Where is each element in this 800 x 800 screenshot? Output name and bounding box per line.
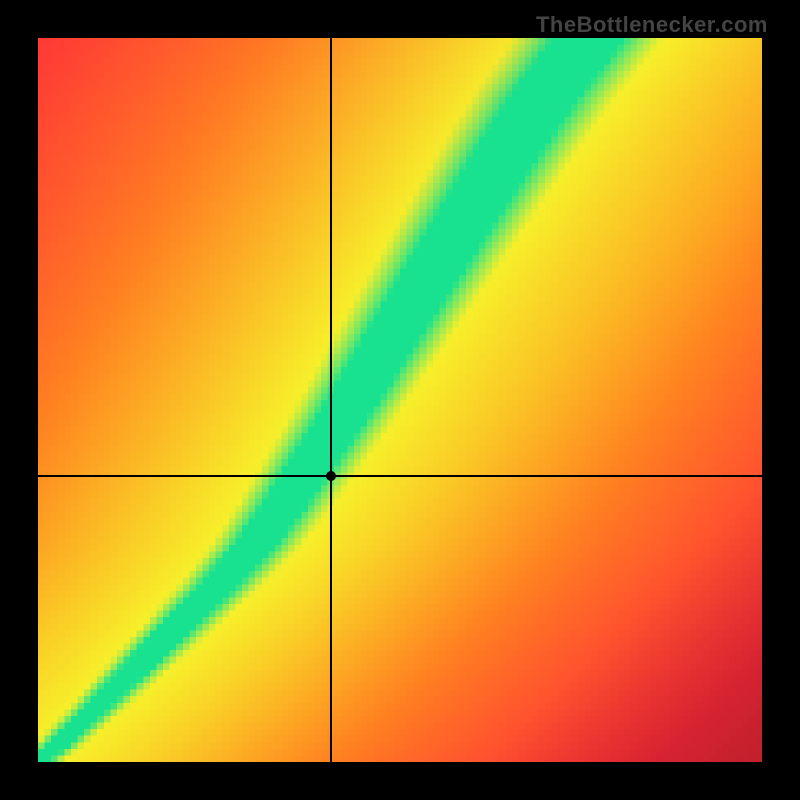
crosshair-vertical (330, 38, 332, 762)
chart-frame: TheBottlenecker.com (0, 0, 800, 800)
crosshair-horizontal (38, 475, 762, 477)
watermark-text: TheBottlenecker.com (536, 12, 768, 38)
bottleneck-heatmap (38, 38, 762, 762)
